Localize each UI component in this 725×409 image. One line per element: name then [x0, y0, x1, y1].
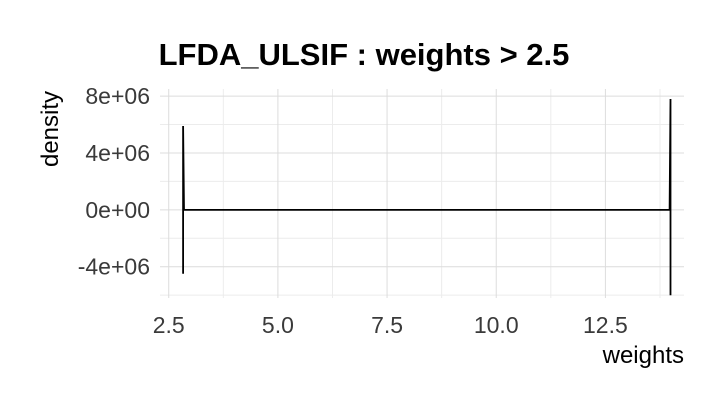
x-axis-title: weights: [602, 342, 684, 369]
x-tick-label: 5.0: [262, 312, 294, 338]
series-layer: [182, 98, 672, 296]
y-tick-label: 0e+00: [85, 197, 150, 223]
grid: [160, 89, 684, 298]
y-axis-title: density: [37, 91, 64, 167]
chart-title: LFDA_ULSIF : weights > 2.5: [159, 37, 570, 72]
x-axis-ticks: 2.5 5.0 7.5 10.0 12.5: [153, 312, 628, 338]
x-tick-label: 10.0: [474, 312, 519, 338]
x-tick-label: 2.5: [153, 312, 185, 338]
y-tick-label: 8e+06: [85, 83, 150, 109]
y-tick-label: -4e+06: [78, 254, 150, 280]
y-tick-label: 4e+06: [85, 140, 150, 166]
y-axis-ticks: -4e+06 0e+00 4e+06 8e+06: [78, 83, 150, 280]
x-tick-label: 12.5: [583, 312, 628, 338]
x-tick-label: 7.5: [371, 312, 403, 338]
density-line: [182, 98, 672, 296]
